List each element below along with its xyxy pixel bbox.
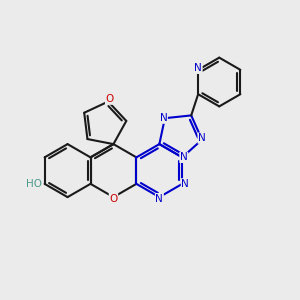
Text: N: N: [160, 113, 167, 123]
Text: N: N: [198, 133, 206, 143]
Text: HO: HO: [26, 179, 42, 189]
Text: N: N: [155, 194, 163, 204]
Text: N: N: [182, 179, 189, 189]
Text: O: O: [109, 194, 118, 204]
Text: O: O: [106, 94, 114, 104]
Text: N: N: [194, 63, 202, 74]
Text: N: N: [180, 152, 188, 162]
